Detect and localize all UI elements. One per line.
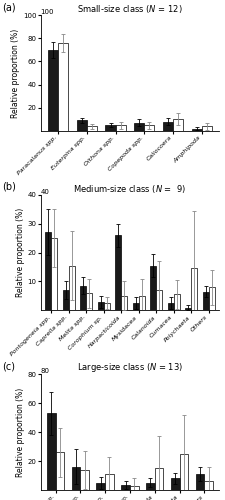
Bar [162, 122, 172, 131]
Bar [115, 125, 125, 131]
Bar [195, 474, 203, 490]
Bar [149, 266, 155, 310]
Bar [134, 122, 144, 131]
Bar [55, 452, 64, 490]
Bar [68, 266, 74, 310]
Text: (a): (a) [2, 2, 15, 12]
Bar [97, 302, 103, 310]
Text: Large-size class ($\it{N}$ = 13): Large-size class ($\it{N}$ = 13) [76, 361, 182, 374]
Bar [154, 468, 163, 490]
Bar [51, 238, 57, 310]
Bar [132, 303, 138, 310]
Bar [138, 296, 144, 310]
Bar [86, 126, 96, 131]
Bar [201, 126, 211, 131]
Bar [184, 308, 190, 310]
Y-axis label: Relative proportion (%): Relative proportion (%) [16, 388, 25, 476]
Text: Medium-size class ($\it{N}$ =  9): Medium-size class ($\it{N}$ = 9) [73, 182, 186, 194]
Bar [80, 470, 89, 490]
Bar [170, 478, 179, 490]
Bar [129, 486, 138, 490]
Bar [155, 290, 162, 310]
Y-axis label: Relative proportion (%): Relative proportion (%) [11, 28, 20, 118]
Bar [191, 128, 201, 131]
Bar [62, 290, 68, 310]
Bar [208, 288, 214, 310]
Text: Small-size class ($\it{N}$ = 12): Small-size class ($\it{N}$ = 12) [77, 3, 182, 15]
Y-axis label: Relative proportion (%): Relative proportion (%) [16, 208, 25, 297]
Bar [144, 125, 154, 131]
Bar [145, 483, 154, 490]
Bar [167, 303, 173, 310]
Bar [202, 292, 208, 310]
Bar [115, 235, 121, 310]
Text: 40: 40 [40, 188, 49, 194]
Bar [80, 286, 86, 310]
Bar [173, 294, 179, 310]
Text: 80: 80 [40, 368, 50, 374]
Bar [96, 483, 105, 490]
Bar [121, 485, 129, 490]
Text: 100: 100 [40, 9, 54, 15]
Bar [103, 303, 109, 310]
Text: (b): (b) [2, 182, 16, 192]
Bar [48, 50, 58, 131]
Text: (c): (c) [2, 362, 15, 372]
Bar [179, 454, 187, 490]
Bar [45, 232, 51, 310]
Bar [47, 413, 55, 490]
Bar [71, 467, 80, 490]
Bar [86, 293, 92, 310]
Bar [58, 43, 68, 131]
Bar [76, 120, 86, 131]
Bar [172, 120, 182, 131]
Bar [190, 268, 196, 310]
Bar [105, 474, 113, 490]
Bar [105, 125, 115, 131]
Bar [203, 482, 212, 490]
Bar [121, 296, 127, 310]
